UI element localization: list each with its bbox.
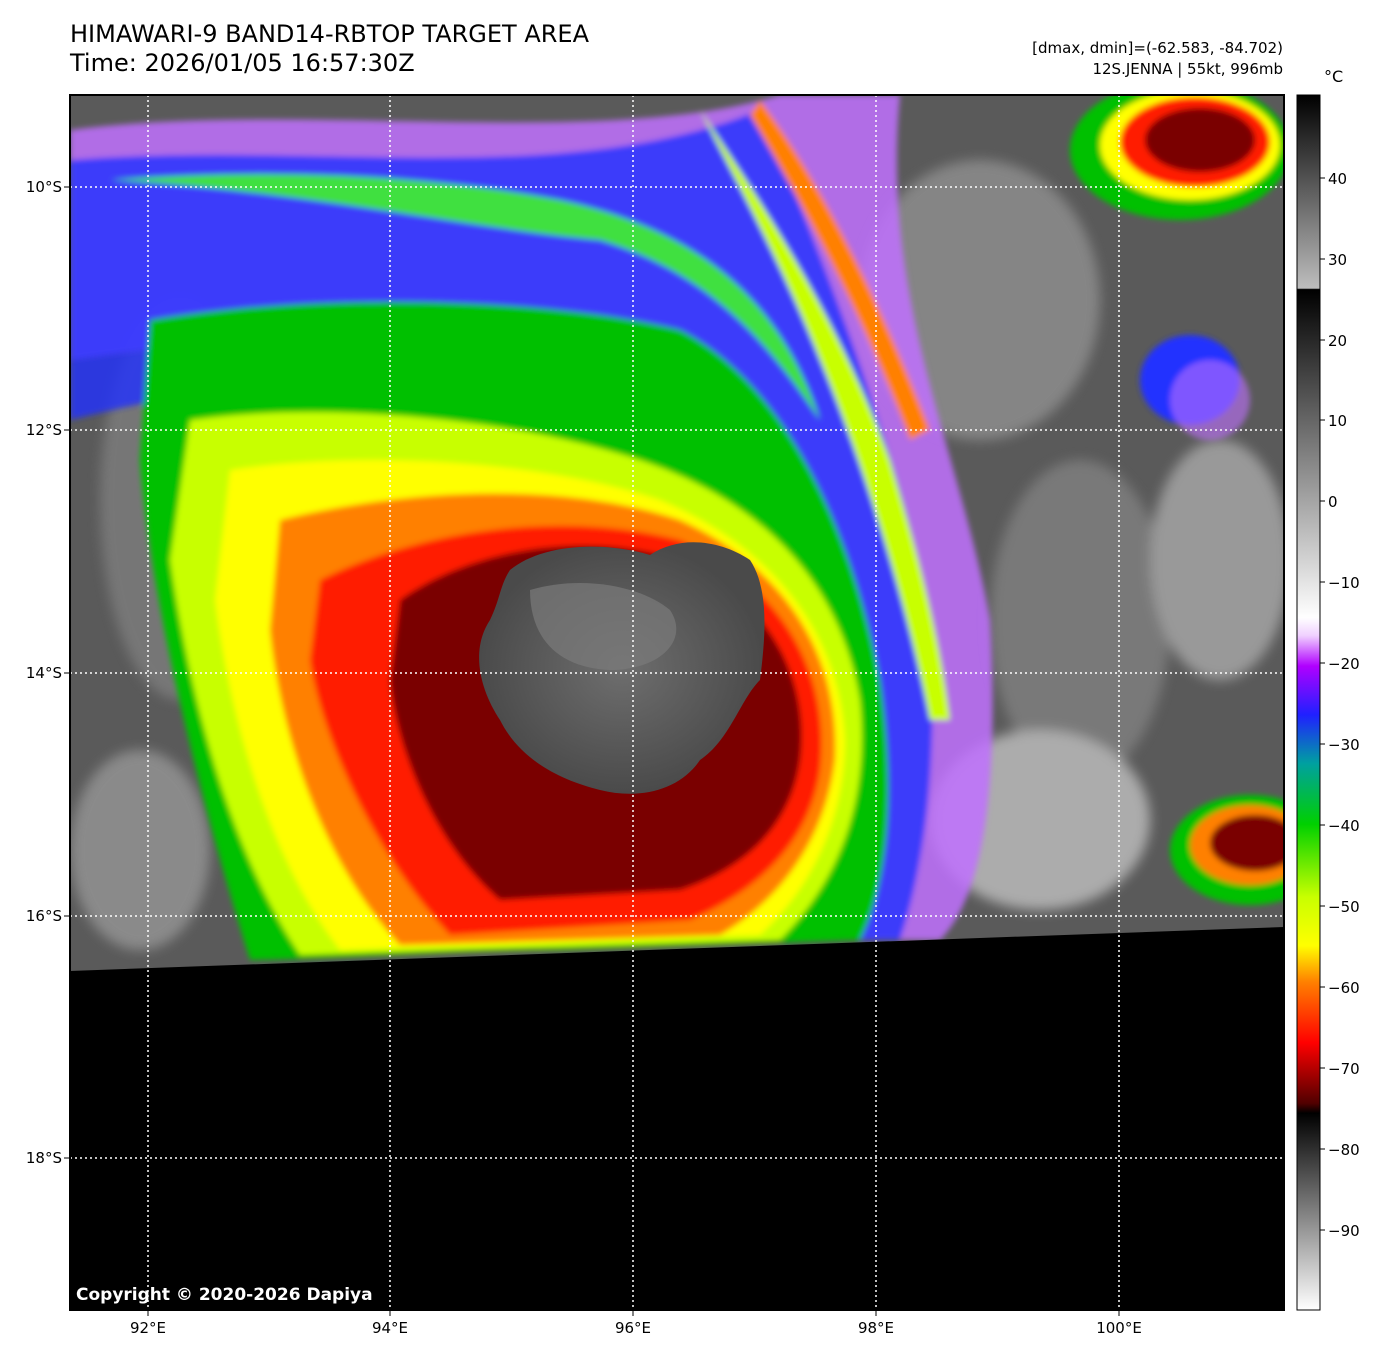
lat-label-12s: 12°S (26, 421, 62, 439)
colorbar-tick: −90 (1328, 1222, 1360, 1240)
lon-label-92e: 92°E (130, 1319, 166, 1337)
colorbar: 40 30 20 10 0 −10 −20 −30 −40 −50 −60 −7… (1296, 94, 1360, 1311)
eyewall-core (479, 542, 765, 794)
storm-info: 12S.JENNA | 55kt, 996mb (1092, 60, 1283, 78)
lon-label-94e: 94°E (372, 1319, 408, 1337)
lat-label-16s: 16°S (26, 907, 62, 925)
colorbar-tick: −50 (1328, 898, 1360, 916)
chart-title: HIMAWARI-9 BAND14-RBTOP TARGET AREA Time… (70, 20, 589, 78)
colorbar-tick: 10 (1328, 412, 1347, 430)
colorbar-tick: 40 (1328, 170, 1347, 188)
colorbar-tick: 20 (1328, 332, 1347, 350)
lat-label-10s: 10°S (26, 178, 62, 196)
colorbar-tick: −70 (1328, 1060, 1360, 1078)
map-frame (69, 94, 1285, 1311)
title-line-1: HIMAWARI-9 BAND14-RBTOP TARGET AREA (70, 20, 590, 48)
no-data-region (70, 927, 1284, 1310)
colorbar-tick: −60 (1328, 979, 1360, 997)
colorbar-tick: −20 (1328, 655, 1360, 673)
lon-label-100e: 100°E (1096, 1319, 1142, 1337)
lat-lon-grid (70, 95, 1284, 1310)
lon-label-98e: 98°E (858, 1319, 894, 1337)
colorbar-tick: 0 (1328, 493, 1338, 511)
colorbar-tick: −80 (1328, 1141, 1360, 1159)
colorbar-tick: 30 (1328, 251, 1347, 269)
lat-label-18s: 18°S (26, 1149, 62, 1167)
colorbar-tick: −30 (1328, 736, 1360, 754)
title-line-2: Time: 2026/01/05 16:57:30Z (70, 49, 415, 77)
colorbar-tick: −40 (1328, 817, 1360, 835)
satellite-imagery: Copyright © 2020-2026 Dapiya (70, 95, 1284, 1310)
colorbar-tick: −10 (1328, 574, 1360, 592)
colorbar-unit: °C (1324, 67, 1344, 86)
dmax-dmin-readout: [dmax, dmin]=(-62.583, -84.702) (1032, 39, 1283, 57)
storm-meta: [dmax, dmin]=(-62.583, -84.702) 12S.JENN… (1032, 38, 1283, 80)
lat-label-14s: 14°S (26, 664, 62, 682)
copyright-text: Copyright © 2020-2026 Dapiya (76, 1285, 373, 1305)
lon-label-96e: 96°E (615, 1319, 651, 1337)
